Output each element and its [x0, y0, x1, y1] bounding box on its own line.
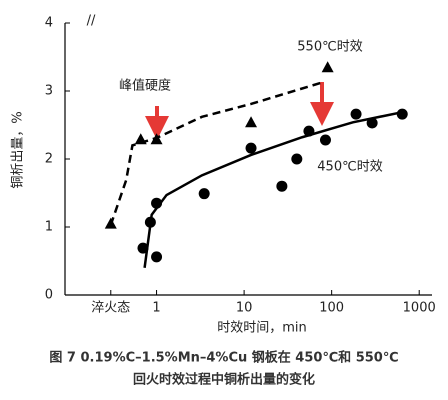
y-tick-label: 3 [45, 84, 53, 99]
triangle-point [321, 61, 334, 73]
y-tick-label: 4 [45, 16, 53, 31]
caption: 图 7 0.19%C–1.5%Mn–4%Cu 钢板在 450℃和 550℃ [49, 350, 398, 366]
axis-break: // [87, 14, 96, 29]
series-label: 450℃时效 [317, 160, 382, 175]
caption: 回火时效过程中铜析出量的变化 [133, 372, 315, 388]
x-tick-label: 100 [319, 301, 344, 316]
trend-line [109, 80, 324, 226]
series-label: 550℃时效 [297, 40, 362, 55]
triangle-point [134, 133, 147, 145]
x-tick-label: 1000 [403, 301, 436, 316]
x-axis-label: 时效时间，min [217, 321, 307, 336]
circle-point [151, 251, 163, 263]
triangle-point [245, 116, 258, 128]
circle-point [276, 180, 288, 192]
x-tick-label: 1 [152, 301, 160, 316]
circle-point [350, 108, 362, 120]
circle-point [366, 117, 378, 129]
circle-point [198, 188, 210, 200]
axis-break-mask [86, 14, 96, 30]
triangle-point [150, 133, 163, 145]
triangle-point [104, 217, 117, 229]
circle-point [151, 197, 163, 209]
trend-line [143, 110, 404, 268]
circle-point [319, 134, 331, 146]
y-tick-label: 1 [45, 220, 53, 235]
x-tick-label: 淬火态 [91, 301, 130, 316]
y-tick-label: 2 [45, 152, 53, 167]
circle-point [137, 242, 149, 254]
circle-point [144, 216, 156, 228]
y-axis-label: 铜析出量，% [11, 111, 26, 188]
circle-point [291, 153, 303, 165]
annotation: 峰值硬度 [119, 78, 171, 94]
circle-point [245, 142, 257, 154]
circle-point [396, 108, 408, 120]
y-tick-label: 0 [45, 288, 53, 303]
circle-point [303, 125, 315, 137]
x-tick-label: 10 [236, 301, 253, 316]
